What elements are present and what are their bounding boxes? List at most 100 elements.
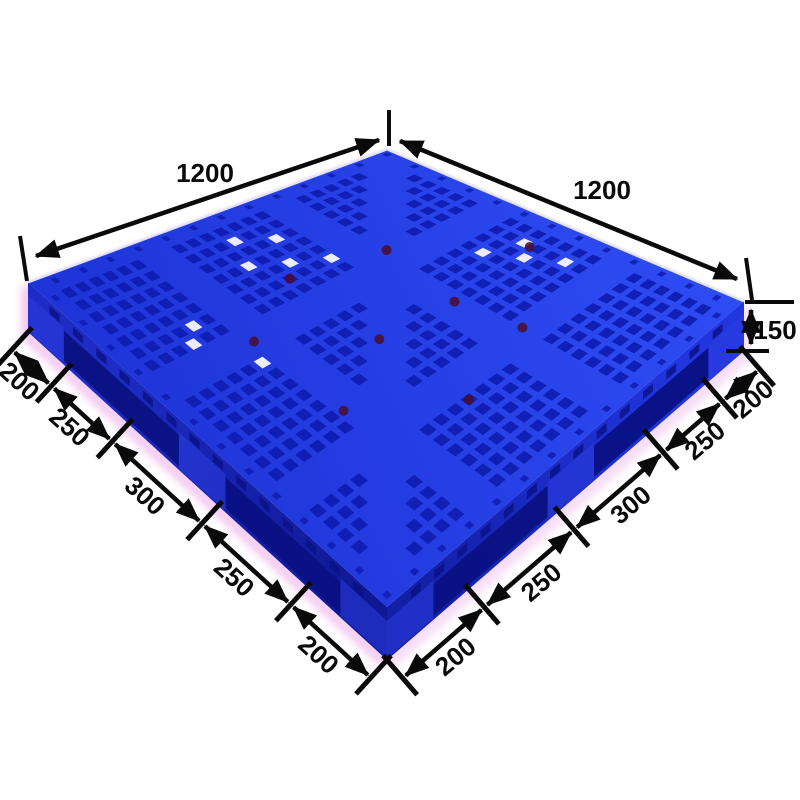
dim-tick [700,377,739,420]
deck-hole [102,323,120,335]
deck-hole [198,313,217,325]
pallet-foot [708,314,744,381]
dim-tick [381,653,419,697]
deck-hole [50,294,61,302]
deck-hole [267,425,286,439]
deck-hole [542,408,561,421]
deck-hole [212,399,230,412]
deck-hole [625,306,643,318]
fork-window [63,330,179,466]
side-slot [142,390,153,408]
deck-hole [597,363,616,376]
deck-hole [295,266,313,277]
deck-hole [295,282,313,294]
deck-hole [446,279,465,290]
deck-hole [253,270,272,281]
side-slot [526,482,537,500]
ext-line-left-corner [18,235,29,282]
deck-hole [115,265,134,276]
deck-hole [405,518,424,533]
deck-hole [253,286,272,298]
side-slot [666,363,677,380]
deck-hole [198,263,217,274]
deck-hole [171,309,189,321]
deck-hole [105,344,116,351]
deck-hole [336,527,355,543]
deck-hole [143,322,161,334]
deck-hole [336,483,355,498]
deck-hole [253,375,272,388]
deck-hole [432,356,451,369]
deck-hole [570,405,588,419]
dim-segment-label: 200 [292,629,344,680]
side-slot [96,347,107,365]
deck-hole [419,507,437,522]
deck-hole [501,381,520,395]
dim-segment-label: 300 [604,479,657,530]
dim-arrow-segment [203,524,290,604]
deck-hole [253,455,272,469]
deck-hole [253,434,272,448]
deck-hole [446,423,465,436]
deck-hole [115,281,134,293]
side-slot [480,522,491,540]
dim-arrow-top-left-1200 [34,137,381,259]
dim-arrow-segment [724,370,759,401]
deck-hole [629,381,640,389]
dim-segment-label: 300 [119,470,171,521]
deck-hole [405,541,424,556]
deck-hole [129,310,148,323]
pallet [27,147,745,660]
deck-hole [60,286,79,299]
deck-hole [88,276,106,287]
deck-hole [281,417,299,430]
dim-arrow-segment [486,530,573,607]
deck-hole [574,428,585,436]
deck-hole [226,372,244,385]
deck-hole [336,363,354,376]
dim-label-top-left-1200: 1200 [176,158,234,188]
deck-hole [639,313,657,325]
deck-hole [336,261,354,272]
deck-hole [515,430,533,444]
deck-hole [474,383,492,396]
deck-hole [102,270,120,282]
deck-hole [515,450,533,464]
dim-tick [0,325,34,367]
deck-hole [322,268,341,279]
deck-hole [529,439,547,453]
side-slot [550,462,561,480]
deck-hole [88,311,106,323]
deck-hole [542,428,561,442]
deck-hole [226,431,244,445]
dim-arrow-top-right-1200 [398,138,739,282]
deck-hole [652,285,671,296]
deck-hole [625,341,643,354]
deck-hole [239,277,258,288]
deck-hole [652,337,671,350]
deck-hole [433,518,451,533]
side-slot [619,403,630,420]
deck-hole [382,152,392,157]
deck-hole [501,363,520,376]
plug-mark [524,241,535,252]
dim-arrow-segment [575,453,662,529]
deck-hole [171,327,189,339]
deck-hole [226,411,244,424]
deck-hole [102,305,120,317]
deck-hole [597,345,616,358]
deck-hole [625,323,643,336]
deck-hole [460,453,478,467]
deck-hole [382,590,392,600]
deck-hole [529,380,547,393]
side-slot [236,474,247,492]
deck-hole [322,318,341,330]
deck-hole [171,292,189,303]
deck-hole [611,371,630,384]
side-slot [119,368,130,387]
deck-hole [308,260,327,270]
deck-hole [115,316,134,329]
deck-hole [474,463,492,477]
plug-mark [381,245,392,256]
plug-mark [374,334,385,345]
